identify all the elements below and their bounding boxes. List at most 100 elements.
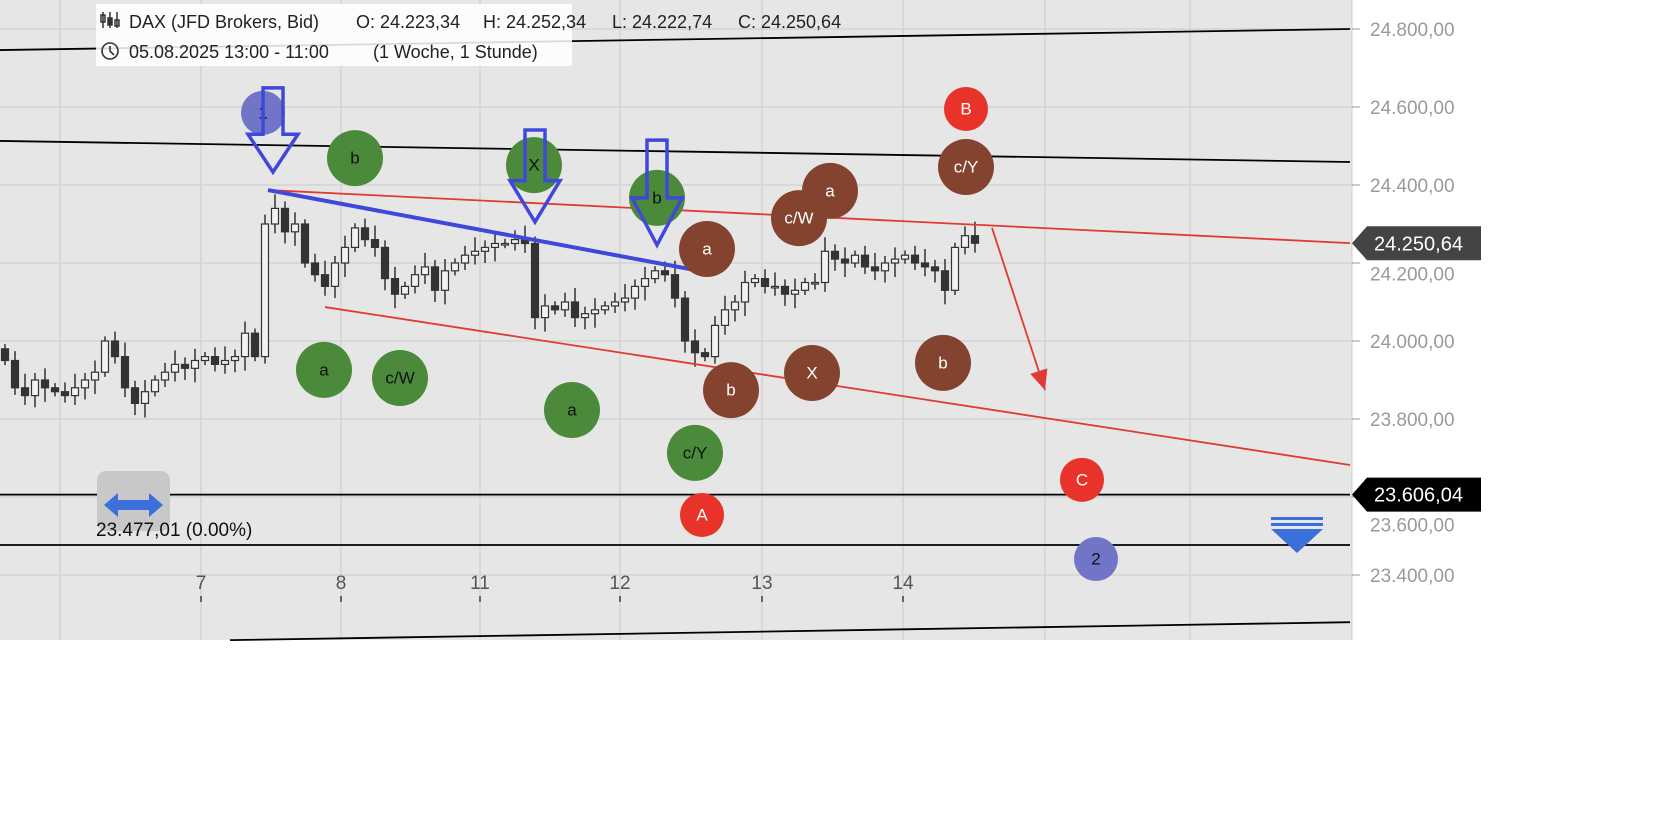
candle-down: [300, 223, 310, 264]
candle-up: [230, 356, 240, 362]
candle-up: [190, 359, 200, 369]
trendline[interactable]: [229, 621, 1351, 642]
wave-label-circle: [938, 139, 994, 196]
candle-up: [890, 258, 900, 264]
candle-down: [680, 297, 690, 342]
candle-up: [500, 242, 510, 246]
measure-button[interactable]: [97, 471, 170, 531]
wave-label-text: b: [726, 381, 735, 400]
candle-down: [380, 246, 390, 280]
candle-up: [240, 332, 250, 358]
candle-up: [100, 340, 110, 373]
trendline[interactable]: [267, 188, 696, 272]
collapse-menu-icon[interactable]: [1271, 517, 1323, 553]
candle-up: [350, 227, 360, 248]
time-axis[interactable]: 7 8 11 12 13 14: [196, 573, 914, 602]
candle-down: [570, 301, 580, 319]
candle-down: [550, 305, 560, 311]
candle-up: [640, 278, 650, 288]
candle-up: [610, 301, 620, 307]
candle-down: [60, 391, 70, 397]
candle-up: [900, 254, 910, 260]
wave-label-text: A: [696, 505, 708, 524]
wave-label-text: b: [938, 353, 947, 372]
candle-down: [180, 363, 190, 369]
x-tick-label: 14: [892, 573, 914, 594]
y-tick-label: 24.800,00: [1370, 20, 1455, 41]
candle-down: [930, 266, 940, 272]
price-axis[interactable]: 24.800,00 24.600,00 24.400,00 24.200,00 24.0…: [1352, 20, 1455, 587]
trendline[interactable]: [0, 140, 1351, 163]
price-tags: 24.250,64 23.606,04: [1352, 226, 1481, 512]
candle-down: [10, 359, 20, 389]
candle-up: [290, 223, 300, 233]
candle-down: [660, 270, 670, 276]
candle-up: [330, 262, 340, 287]
candle-up: [80, 379, 90, 389]
wave-label-text: X: [528, 156, 539, 175]
wave-label-circle: [327, 130, 383, 187]
candle-down: [760, 278, 770, 288]
down-arrow-icon: [506, 128, 564, 226]
candles: [0, 194, 980, 418]
wave-label-text: 2: [1091, 550, 1100, 569]
down-arrow-icon: [244, 86, 302, 176]
candle-up: [720, 309, 730, 326]
candle-up: [820, 250, 830, 284]
candle-down: [310, 262, 320, 276]
candle-down: [360, 227, 370, 241]
candle-up: [730, 301, 740, 311]
price-tag-label: 23.606,04: [1374, 485, 1463, 507]
candle-down: [860, 254, 870, 268]
wave-label-text: c/Y: [954, 158, 979, 177]
candle-up: [580, 313, 590, 319]
clock-icon: [101, 42, 119, 60]
candle-up: [470, 250, 480, 256]
candle-down: [40, 379, 50, 389]
x-tick-label: 12: [609, 573, 630, 594]
price-tag: [1352, 477, 1481, 512]
wave-label-text: a: [319, 360, 329, 379]
candle-down: [120, 356, 130, 389]
candle-up: [950, 246, 960, 291]
candle-down: [940, 270, 950, 291]
down-arrow-icon: [629, 138, 685, 249]
candle-up: [340, 246, 350, 264]
y-tick-label: 24.400,00: [1370, 176, 1455, 197]
candle-up: [480, 246, 490, 252]
candle-up: [140, 391, 150, 405]
candle-up: [260, 223, 270, 358]
ohlc-close: C: 24.250,64: [738, 12, 841, 32]
date-range: 05.08.2025 13:00 - 11:00: [129, 42, 329, 62]
forecast-arrow-line[interactable]: [991, 227, 1046, 391]
header-box: [96, 4, 572, 66]
candle-up: [740, 281, 750, 303]
candle-down: [670, 274, 680, 299]
y-tick-label: 23.600,00: [1370, 516, 1455, 537]
candle-down: [870, 266, 880, 272]
candle-down: [970, 235, 980, 244]
ohlc-high: H: 24.252,34: [483, 12, 586, 32]
trendline[interactable]: [324, 306, 1351, 466]
candle-down: [370, 239, 380, 249]
wave-label-text: a: [702, 239, 712, 258]
candle-up: [410, 274, 420, 288]
candle-up: [600, 305, 610, 311]
candle-down: [250, 332, 260, 358]
candle-down: [210, 356, 220, 366]
wave-label-circle: [1074, 537, 1118, 582]
candle-up: [620, 297, 630, 303]
candle-down: [840, 258, 850, 264]
candle-down: [530, 242, 540, 319]
y-tick-label: 24.000,00: [1370, 332, 1455, 353]
candles-icon: [100, 12, 120, 28]
candle-down: [320, 274, 330, 288]
candle-up: [70, 387, 80, 397]
candle-up: [220, 359, 230, 366]
candle-down: [910, 254, 920, 264]
y-tick-label: 24.200,00: [1370, 264, 1455, 285]
candle-down: [430, 266, 440, 291]
price-tag-label: 24.250,64: [1374, 233, 1463, 255]
candle-down: [920, 262, 930, 268]
